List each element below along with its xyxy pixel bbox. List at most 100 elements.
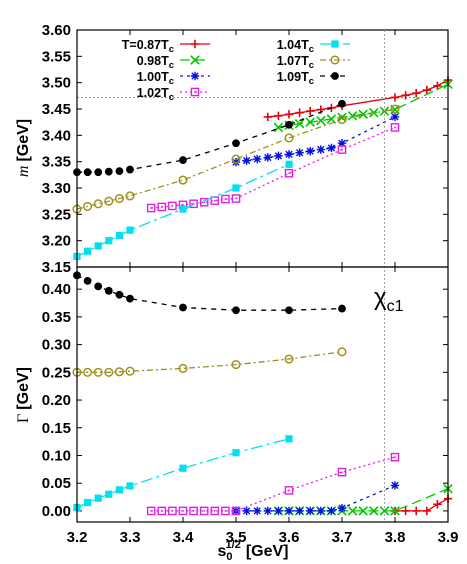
legend-marker <box>330 55 340 65</box>
y-axis-label-mass: m[GeV] <box>15 119 32 177</box>
data-point <box>263 112 272 122</box>
data-point <box>253 506 262 516</box>
data-point <box>146 203 156 213</box>
data-point <box>412 506 421 516</box>
data-point <box>338 304 346 313</box>
data-point <box>274 506 283 516</box>
data-point <box>284 354 294 364</box>
legend-item: 1.02Tc <box>137 86 210 103</box>
data-point <box>379 506 390 516</box>
data-point <box>83 201 93 211</box>
series-t-0-87t-c <box>390 494 453 516</box>
legend-item: 0.98Tc <box>137 54 210 71</box>
data-point <box>390 104 400 114</box>
data-point <box>337 139 347 148</box>
data-point <box>401 91 410 100</box>
y-tick-label: 3.35 <box>42 154 71 171</box>
data-point <box>114 193 124 204</box>
series-1-07t-c <box>72 347 347 377</box>
data-point <box>114 367 124 377</box>
data-point <box>284 133 294 143</box>
data-point <box>168 201 177 211</box>
y-tick-label: 0.20 <box>42 392 71 409</box>
y-tick-label: 3.40 <box>42 127 71 144</box>
legend-label: 1.02Tc <box>137 86 174 103</box>
data-point <box>94 282 103 291</box>
data-point <box>232 139 240 148</box>
data-point <box>179 464 187 472</box>
data-point <box>94 494 102 502</box>
plot-frame <box>76 266 449 523</box>
data-point <box>125 191 135 201</box>
data-point <box>284 110 294 119</box>
series-1-07t-c <box>72 104 400 214</box>
data-point <box>232 184 240 192</box>
data-point <box>401 506 410 516</box>
series-line <box>236 484 396 512</box>
data-point <box>274 151 283 161</box>
data-point <box>338 99 346 108</box>
data-point <box>284 506 294 516</box>
width-panel: 0.00 0.05 0.10 0.15 0.20 0.25 0.30 0.35 0.40 3.2 3… <box>42 30 458 546</box>
data-point <box>94 168 103 177</box>
data-point <box>284 168 294 178</box>
mass-panel: 3.15 3.20 3.25 3.30 3.35 3.40 3.45 3.50 3.55 3.60 <box>42 22 453 276</box>
data-point <box>422 506 431 516</box>
legend-item: 1.04Tc <box>277 38 350 55</box>
data-point <box>337 347 347 357</box>
data-point <box>125 366 135 376</box>
data-point <box>422 85 431 95</box>
y-tick-label: 3.15 <box>42 259 71 276</box>
legend-item: 1.07Tc <box>277 54 350 71</box>
data-point <box>178 363 188 373</box>
data-point <box>306 106 315 116</box>
data-point <box>84 247 92 255</box>
y-tick-label: 0.10 <box>42 447 71 464</box>
legend-item: 1.00Tc <box>137 70 210 87</box>
y-tick-label: 3.55 <box>42 48 71 65</box>
data-point <box>358 506 368 516</box>
data-point <box>295 148 304 157</box>
data-point <box>105 490 113 498</box>
data-point <box>285 306 293 315</box>
data-point <box>358 109 368 120</box>
data-point <box>285 435 293 443</box>
data-point <box>104 167 113 176</box>
data-point <box>285 120 293 129</box>
data-point <box>178 506 188 516</box>
data-point <box>316 145 325 154</box>
data-point <box>179 303 187 312</box>
data-point <box>157 506 167 516</box>
data-point <box>178 175 188 185</box>
data-point <box>83 168 92 177</box>
data-point <box>104 286 113 295</box>
data-point <box>390 481 400 490</box>
legend-label: 1.07Tc <box>277 54 314 71</box>
x-tick-label: 3.8 <box>385 529 406 546</box>
data-point <box>83 276 92 285</box>
y-tick-label: 0.00 <box>42 503 71 520</box>
x-tick-label: 3.3 <box>120 529 141 546</box>
data-point <box>347 111 358 121</box>
y-tick-label: 0.35 <box>42 309 71 326</box>
legend-label: 0.98Tc <box>137 54 174 71</box>
data-point <box>306 146 315 156</box>
data-point <box>157 202 167 212</box>
data-point <box>390 506 400 516</box>
axis-labels: m[GeV] Γ[GeV] s01/2 [GeV] χc1 <box>15 119 404 563</box>
data-point <box>232 306 240 315</box>
data-point <box>263 153 272 162</box>
data-point <box>284 486 294 495</box>
data-point <box>231 154 241 164</box>
data-point <box>337 503 347 513</box>
data-point <box>126 165 134 174</box>
data-point <box>390 93 400 102</box>
data-point <box>327 506 336 516</box>
data-point <box>316 115 326 126</box>
legend-marker <box>331 40 339 48</box>
data-point <box>306 506 315 516</box>
data-point <box>316 506 325 516</box>
y-tick-label: 0.05 <box>42 475 71 492</box>
x-tick-label: 3.6 <box>279 529 300 546</box>
